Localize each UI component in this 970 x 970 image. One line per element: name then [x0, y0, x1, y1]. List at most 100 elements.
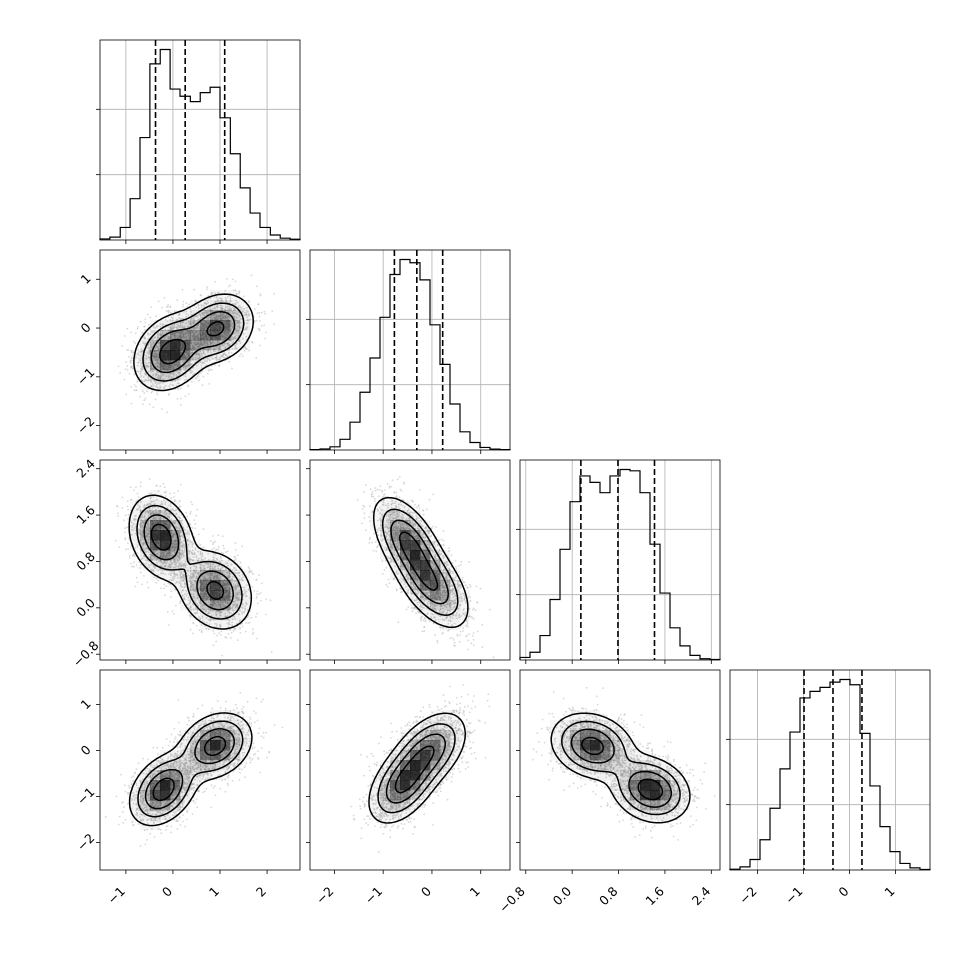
scatter-point — [185, 302, 188, 304]
scatter-point — [161, 332, 164, 335]
scatter-point — [206, 342, 209, 345]
scatter-point — [186, 305, 189, 308]
scatter-point — [163, 386, 166, 389]
scatter-point — [199, 314, 202, 317]
scatter-point — [127, 349, 130, 351]
scatter-point — [130, 349, 133, 352]
scatter-point — [176, 398, 179, 400]
scatter-point — [191, 380, 193, 383]
hist-step-line-0 — [99, 48, 301, 240]
scatter-point — [137, 361, 140, 364]
scatter-point — [147, 364, 150, 367]
scatter-point — [185, 322, 188, 325]
scatter-point — [173, 492, 176, 494]
scatter-point — [164, 318, 167, 321]
scatter-point — [187, 385, 190, 388]
scatter-point — [180, 336, 183, 339]
scatter-point — [121, 496, 124, 499]
scatter-point — [130, 385, 132, 388]
scatter-point — [175, 384, 178, 387]
scatter-point — [161, 329, 164, 332]
scatter-point — [179, 403, 182, 406]
scatter-point — [220, 634, 222, 636]
scatter-point — [148, 333, 151, 336]
scatter-point — [235, 342, 238, 345]
scatter-point — [162, 323, 165, 326]
pair-panel-0-1 — [99, 249, 301, 451]
scatter-point — [132, 340, 135, 343]
scatter-point — [125, 548, 127, 551]
density-cell — [190, 340, 201, 351]
y-tick-label-1-2: 0 — [78, 320, 94, 336]
scatter-point — [241, 622, 244, 625]
scatter-point — [149, 328, 152, 331]
scatter-point — [186, 515, 189, 518]
scatter-point — [190, 311, 193, 313]
scatter-point — [265, 331, 267, 334]
hist-bin-1-14 — [450, 404, 460, 450]
scatter-point — [256, 637, 258, 640]
scatter-point — [150, 343, 153, 346]
hist-bin-0-7 — [170, 89, 180, 240]
scatter-point — [195, 327, 198, 329]
scatter-point — [155, 484, 158, 487]
scatter-point — [148, 346, 151, 349]
scatter-point — [128, 555, 131, 557]
scatter-point — [246, 306, 248, 309]
hist-bin-1-5 — [360, 392, 370, 450]
scatter-point — [123, 531, 126, 534]
y-tick-label-1-1: −1 — [74, 365, 98, 389]
scatter-point — [248, 621, 251, 624]
scatter-point — [147, 492, 150, 495]
scatter-point — [150, 368, 153, 370]
scatter-point — [193, 519, 195, 521]
scatter-point — [191, 349, 193, 351]
scatter-point — [164, 495, 167, 498]
scatter-point — [187, 314, 190, 317]
scatter-point — [164, 385, 167, 387]
scatter-point — [207, 308, 209, 310]
scatter-point — [147, 333, 149, 336]
x-tick-label-3-2: 0 — [835, 883, 851, 899]
scatter-point — [154, 375, 157, 377]
hist-bin-3-4 — [770, 808, 780, 870]
scatter-point — [211, 535, 214, 537]
scatter-point — [264, 312, 267, 315]
scatter-point — [185, 351, 187, 353]
scatter-point — [159, 385, 161, 388]
scatter-point — [140, 348, 143, 351]
scatter-point — [159, 382, 162, 384]
scatter-point — [216, 305, 219, 308]
scatter-point — [219, 345, 222, 348]
scatter-point — [240, 565, 243, 568]
scatter-point — [206, 286, 208, 289]
hist-bin-2-15 — [670, 628, 680, 660]
scatter-point — [211, 543, 214, 546]
hist-bin-0-2 — [120, 227, 130, 240]
scatter-point — [152, 326, 155, 329]
scatter-point — [172, 375, 175, 377]
scatter-point — [163, 373, 165, 376]
scatter-point — [135, 576, 138, 579]
scatter-point — [148, 378, 151, 381]
scatter-point — [194, 348, 197, 351]
scatter-point — [155, 381, 157, 383]
scatter-point — [160, 376, 162, 379]
scatter-point — [127, 548, 130, 550]
scatter-point — [156, 371, 159, 374]
scatter-point — [137, 352, 139, 355]
scatter-point — [251, 586, 254, 588]
scatter-point — [229, 300, 232, 302]
scatter-point — [172, 333, 175, 336]
scatter-point — [143, 392, 146, 394]
scatter-point — [158, 342, 161, 345]
density-cell — [220, 320, 231, 331]
scatter-point — [150, 381, 153, 383]
scatter-point — [165, 585, 168, 588]
scatter-point — [227, 285, 230, 288]
scatter-point — [152, 406, 155, 409]
scatter-point — [185, 310, 188, 313]
scatter-point — [234, 542, 237, 544]
scatter-point — [228, 316, 231, 318]
scatter-point — [187, 325, 190, 328]
